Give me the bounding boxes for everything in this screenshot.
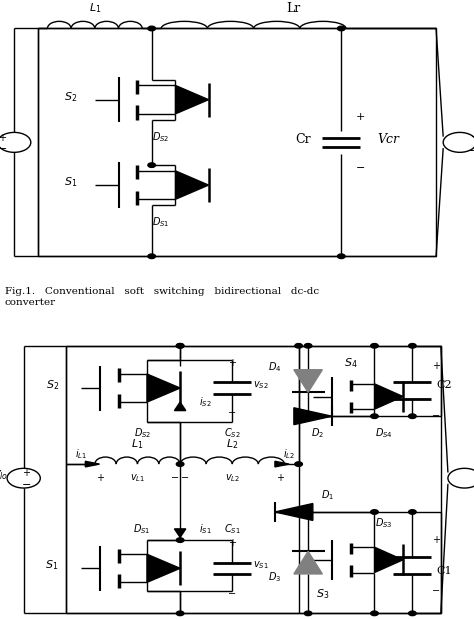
Text: $S_2$: $S_2$ [64, 90, 78, 104]
Text: −: − [356, 163, 365, 173]
Circle shape [337, 254, 345, 259]
Text: −: − [432, 586, 440, 596]
Text: $D_{S4}$: $D_{S4}$ [375, 426, 393, 440]
Circle shape [148, 254, 155, 259]
Text: Cr: Cr [296, 133, 311, 146]
Text: $v_{S1}$: $v_{S1}$ [253, 560, 269, 571]
Text: −: − [0, 144, 7, 155]
Circle shape [295, 344, 302, 348]
Text: −: − [432, 411, 440, 421]
Text: $D_{S1}$: $D_{S1}$ [134, 522, 151, 536]
Text: $S_2$: $S_2$ [46, 378, 59, 392]
Polygon shape [374, 384, 403, 409]
Text: $V_{lo}$: $V_{lo}$ [0, 469, 8, 482]
Circle shape [371, 509, 378, 514]
Polygon shape [175, 171, 209, 199]
Text: +: + [276, 473, 283, 483]
Circle shape [409, 611, 416, 616]
Circle shape [295, 414, 302, 418]
Polygon shape [294, 408, 332, 425]
Circle shape [337, 26, 345, 31]
Text: $v_{L2}$: $v_{L2}$ [225, 472, 240, 484]
Text: −: − [171, 473, 180, 483]
Text: $S_3$: $S_3$ [316, 587, 329, 600]
Text: $D_4$: $D_4$ [268, 360, 282, 374]
Text: −: − [181, 473, 189, 483]
Circle shape [148, 163, 155, 167]
Circle shape [304, 344, 312, 348]
Circle shape [371, 414, 378, 418]
Text: +: + [22, 467, 30, 477]
Text: +: + [228, 538, 236, 548]
Text: $C_{S1}$: $C_{S1}$ [224, 522, 241, 536]
Text: $L_2$: $L_2$ [226, 438, 238, 451]
Circle shape [176, 344, 184, 348]
Text: $v_{S2}$: $v_{S2}$ [253, 379, 269, 391]
Text: $S_4$: $S_4$ [344, 356, 357, 370]
Polygon shape [85, 461, 100, 467]
Circle shape [409, 344, 416, 348]
Text: $D_3$: $D_3$ [268, 570, 282, 584]
Circle shape [304, 509, 312, 514]
Text: Vcr: Vcr [378, 133, 400, 146]
Polygon shape [294, 370, 322, 392]
Text: $D_{S1}$: $D_{S1}$ [153, 215, 170, 229]
Circle shape [295, 462, 302, 466]
Text: $S_1$: $S_1$ [46, 558, 59, 573]
Text: C1: C1 [436, 566, 452, 576]
Polygon shape [275, 461, 289, 467]
Text: $D_{S3}$: $D_{S3}$ [375, 516, 393, 530]
Text: $i_{S2}$: $i_{S2}$ [199, 396, 212, 409]
Text: $C_{S2}$: $C_{S2}$ [224, 426, 241, 440]
Circle shape [176, 611, 184, 616]
Text: $v_{L1}$: $v_{L1}$ [130, 472, 145, 484]
Circle shape [176, 462, 184, 466]
Text: Lr: Lr [287, 2, 301, 15]
Text: +: + [228, 358, 236, 368]
Bar [66, 346, 441, 613]
Text: +: + [96, 473, 103, 483]
Circle shape [409, 509, 416, 514]
Text: $L_1$: $L_1$ [131, 438, 144, 451]
Circle shape [148, 26, 155, 31]
Circle shape [371, 344, 378, 348]
Polygon shape [147, 374, 180, 402]
Text: +: + [432, 360, 440, 371]
Text: −: − [469, 146, 474, 156]
Text: $i_{L2}$: $i_{L2}$ [283, 448, 295, 461]
Text: $D_{S2}$: $D_{S2}$ [134, 426, 151, 440]
Text: $S_1$: $S_1$ [64, 175, 78, 189]
Text: −: − [21, 480, 31, 490]
Circle shape [304, 611, 312, 616]
Polygon shape [174, 529, 186, 537]
Text: +: + [0, 133, 6, 143]
Polygon shape [275, 503, 313, 521]
Circle shape [295, 509, 302, 514]
Polygon shape [147, 554, 180, 582]
Text: $i_{S1}$: $i_{S1}$ [199, 522, 212, 536]
Text: $D_2$: $D_2$ [311, 426, 324, 440]
Text: −: − [228, 409, 237, 418]
Text: +: + [470, 132, 474, 142]
Text: −: − [228, 589, 237, 599]
Text: $i_{L1}$: $i_{L1}$ [74, 448, 87, 461]
Text: $D_{S2}$: $D_{S2}$ [153, 130, 170, 144]
Text: $D_1$: $D_1$ [320, 488, 334, 502]
Polygon shape [294, 552, 322, 574]
Text: Fig.1.   Conventional   soft   switching   bidirectional   dc-dc
converter: Fig.1. Conventional soft switching bidir… [5, 287, 319, 307]
Text: +: + [432, 535, 440, 545]
Polygon shape [374, 547, 403, 573]
Polygon shape [174, 402, 186, 410]
Circle shape [176, 344, 184, 348]
Circle shape [304, 414, 312, 418]
Polygon shape [175, 85, 209, 114]
Text: C2: C2 [436, 380, 452, 390]
Circle shape [371, 611, 378, 616]
Circle shape [409, 414, 416, 418]
Circle shape [176, 538, 184, 542]
Text: +: + [356, 112, 365, 122]
Bar [38, 28, 436, 256]
Text: $L_1$: $L_1$ [89, 2, 101, 15]
